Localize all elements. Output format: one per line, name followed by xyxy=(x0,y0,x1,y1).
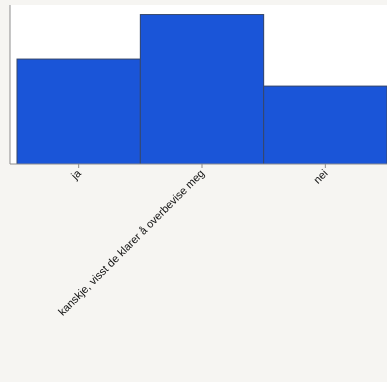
x-ticks-group xyxy=(78,164,326,168)
bars-group xyxy=(16,14,387,165)
x-tick-label-2: nei xyxy=(312,168,331,187)
bar-1 xyxy=(139,14,265,165)
x-tick-label-0: ja xyxy=(69,167,85,183)
bar-2 xyxy=(263,85,387,165)
bar-0 xyxy=(16,58,141,165)
x-tick-label-1: kanskje, visst de klarer å overbevise me… xyxy=(56,168,207,319)
